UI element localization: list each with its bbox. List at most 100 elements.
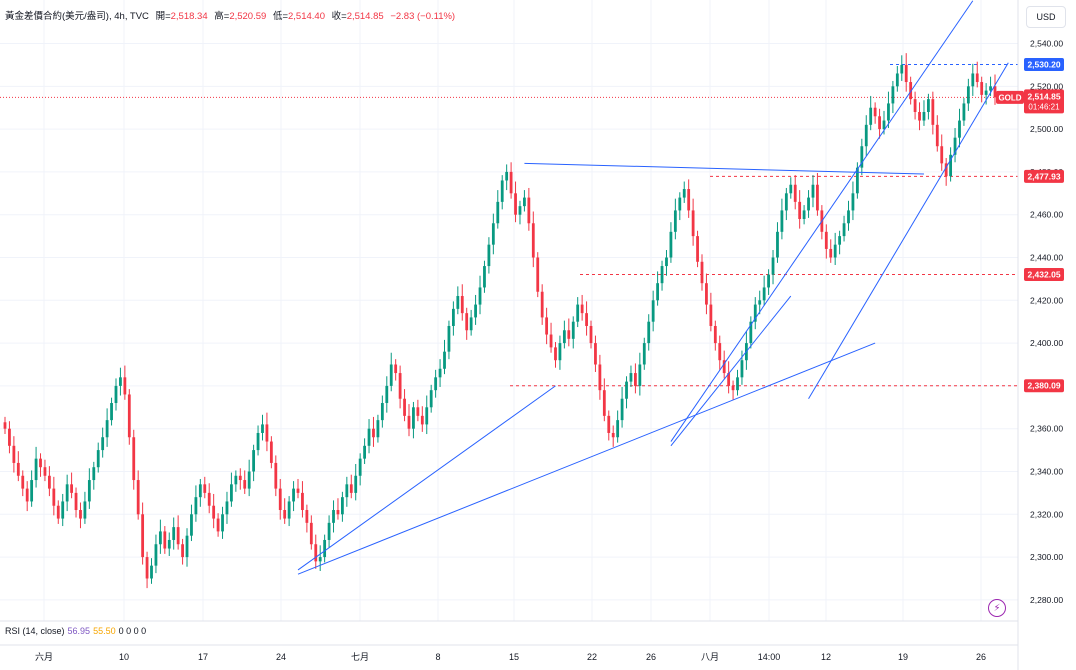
price-tick-label: 2,540.00 [1030,39,1063,49]
candle-body [594,343,597,365]
candle-body [824,231,828,249]
candle-body [665,257,668,267]
candle-body [966,86,970,104]
candle-body [700,261,704,284]
candle-body [811,184,815,198]
candle-body [194,497,198,515]
candle-body [261,424,264,433]
candle-body [332,510,335,523]
price-label-badge [1024,57,1064,71]
candle-body [554,347,557,361]
candle-body [953,137,957,155]
support-trendline-short[interactable] [297,385,556,571]
currency-button[interactable]: USD [1026,6,1066,28]
candle-body [860,146,864,168]
candle-body [438,368,442,378]
channel-bottom-line[interactable] [808,62,1009,399]
price-tick-label: 2,500.00 [1030,124,1063,134]
candle-body [900,64,904,74]
candle-body [101,437,105,451]
price-label-value: 2,432.05 [1027,270,1060,280]
time-axis[interactable]: 六月 10 17 24 七月 8 15 22 26 八月 14:00 12 19 26 [35,651,986,662]
candle-body [154,544,158,566]
low-label: 低= [272,11,288,22]
candle-body [634,373,637,386]
candle-body [864,124,868,147]
lightning-icon[interactable]: ⚡ [988,599,1006,617]
candle-body [660,266,664,284]
horizontal-levels[interactable] [0,63,1018,387]
candle-body [96,450,100,468]
candle-body [767,274,770,288]
candle-body [429,390,433,408]
candle-body [256,432,260,451]
candle-body [607,415,611,433]
candle-body [500,180,504,202]
last-price-badge [1024,89,1064,114]
candle-body [425,407,429,425]
candle-body [39,458,42,468]
candle-body [727,373,731,386]
candle-body [110,403,113,421]
price-label-badge [1024,268,1064,282]
candle-body [949,154,953,177]
candle-body [918,111,921,121]
candle-body [651,300,655,322]
price-axis[interactable]: 2,540.002,520.002,500.002,480.002,460.00… [1030,39,1063,605]
candle-body [807,197,810,211]
time-tick-label: 10 [119,652,129,662]
candle-body [327,522,331,540]
candle-body [855,167,859,194]
high-label: 高= [214,11,230,22]
candle-body [443,351,446,369]
time-tick-label: 22 [587,652,597,662]
chart-header: 黃金差價合約(美元/盎司), 4h, TVC 開=2,518.34 高=2,52… [5,8,455,22]
candle-body [238,475,242,481]
candle-body [802,210,806,219]
candle-body [447,325,451,352]
candle-body [891,86,895,104]
candle-body [465,313,469,331]
candle-body [944,163,948,177]
support-trendline-long[interactable] [297,342,876,575]
candle-body [283,510,287,519]
candle-body [385,385,389,404]
candle-body [567,330,571,339]
candle-body [642,343,646,365]
candle-body [65,484,69,502]
time-tick-label: 19 [898,652,908,662]
candle-body [793,184,797,202]
high-value: 2,520.59 [229,11,267,22]
candle-body [176,527,180,545]
candle-body [47,475,51,489]
candle-body [851,193,855,211]
candle-body [363,445,366,459]
symbol-title[interactable]: 黃金差價合約(美元/盎司), 4h, TVC [5,11,149,22]
candle-body [301,492,304,511]
candle-body [638,364,642,386]
candle-body [718,343,722,361]
candle-body [367,428,371,446]
candle-body [847,210,850,224]
channel-line[interactable] [670,295,792,447]
channel-top-line[interactable] [670,0,974,442]
candle-body [127,394,131,438]
trendlines[interactable] [297,0,1009,575]
candle-body [993,86,997,98]
candle-body [323,539,327,558]
candle-body [43,467,47,476]
candle-body [558,343,562,361]
rsi-legend[interactable]: RSI (14, close) 56.95 55.50 0 0 0 0 [5,626,146,636]
candle-body [625,381,628,399]
open-label: 開= [155,11,171,22]
candle-body [922,111,926,121]
candle-body [669,231,673,258]
candle-body [589,325,593,344]
candle-body [904,64,908,83]
candle-body [212,505,216,519]
time-tick-label: 七月 [351,652,369,662]
last-price-value: 2,514.85 [1027,91,1060,101]
resistance-trendline[interactable] [524,162,924,175]
candle-body [518,206,522,215]
